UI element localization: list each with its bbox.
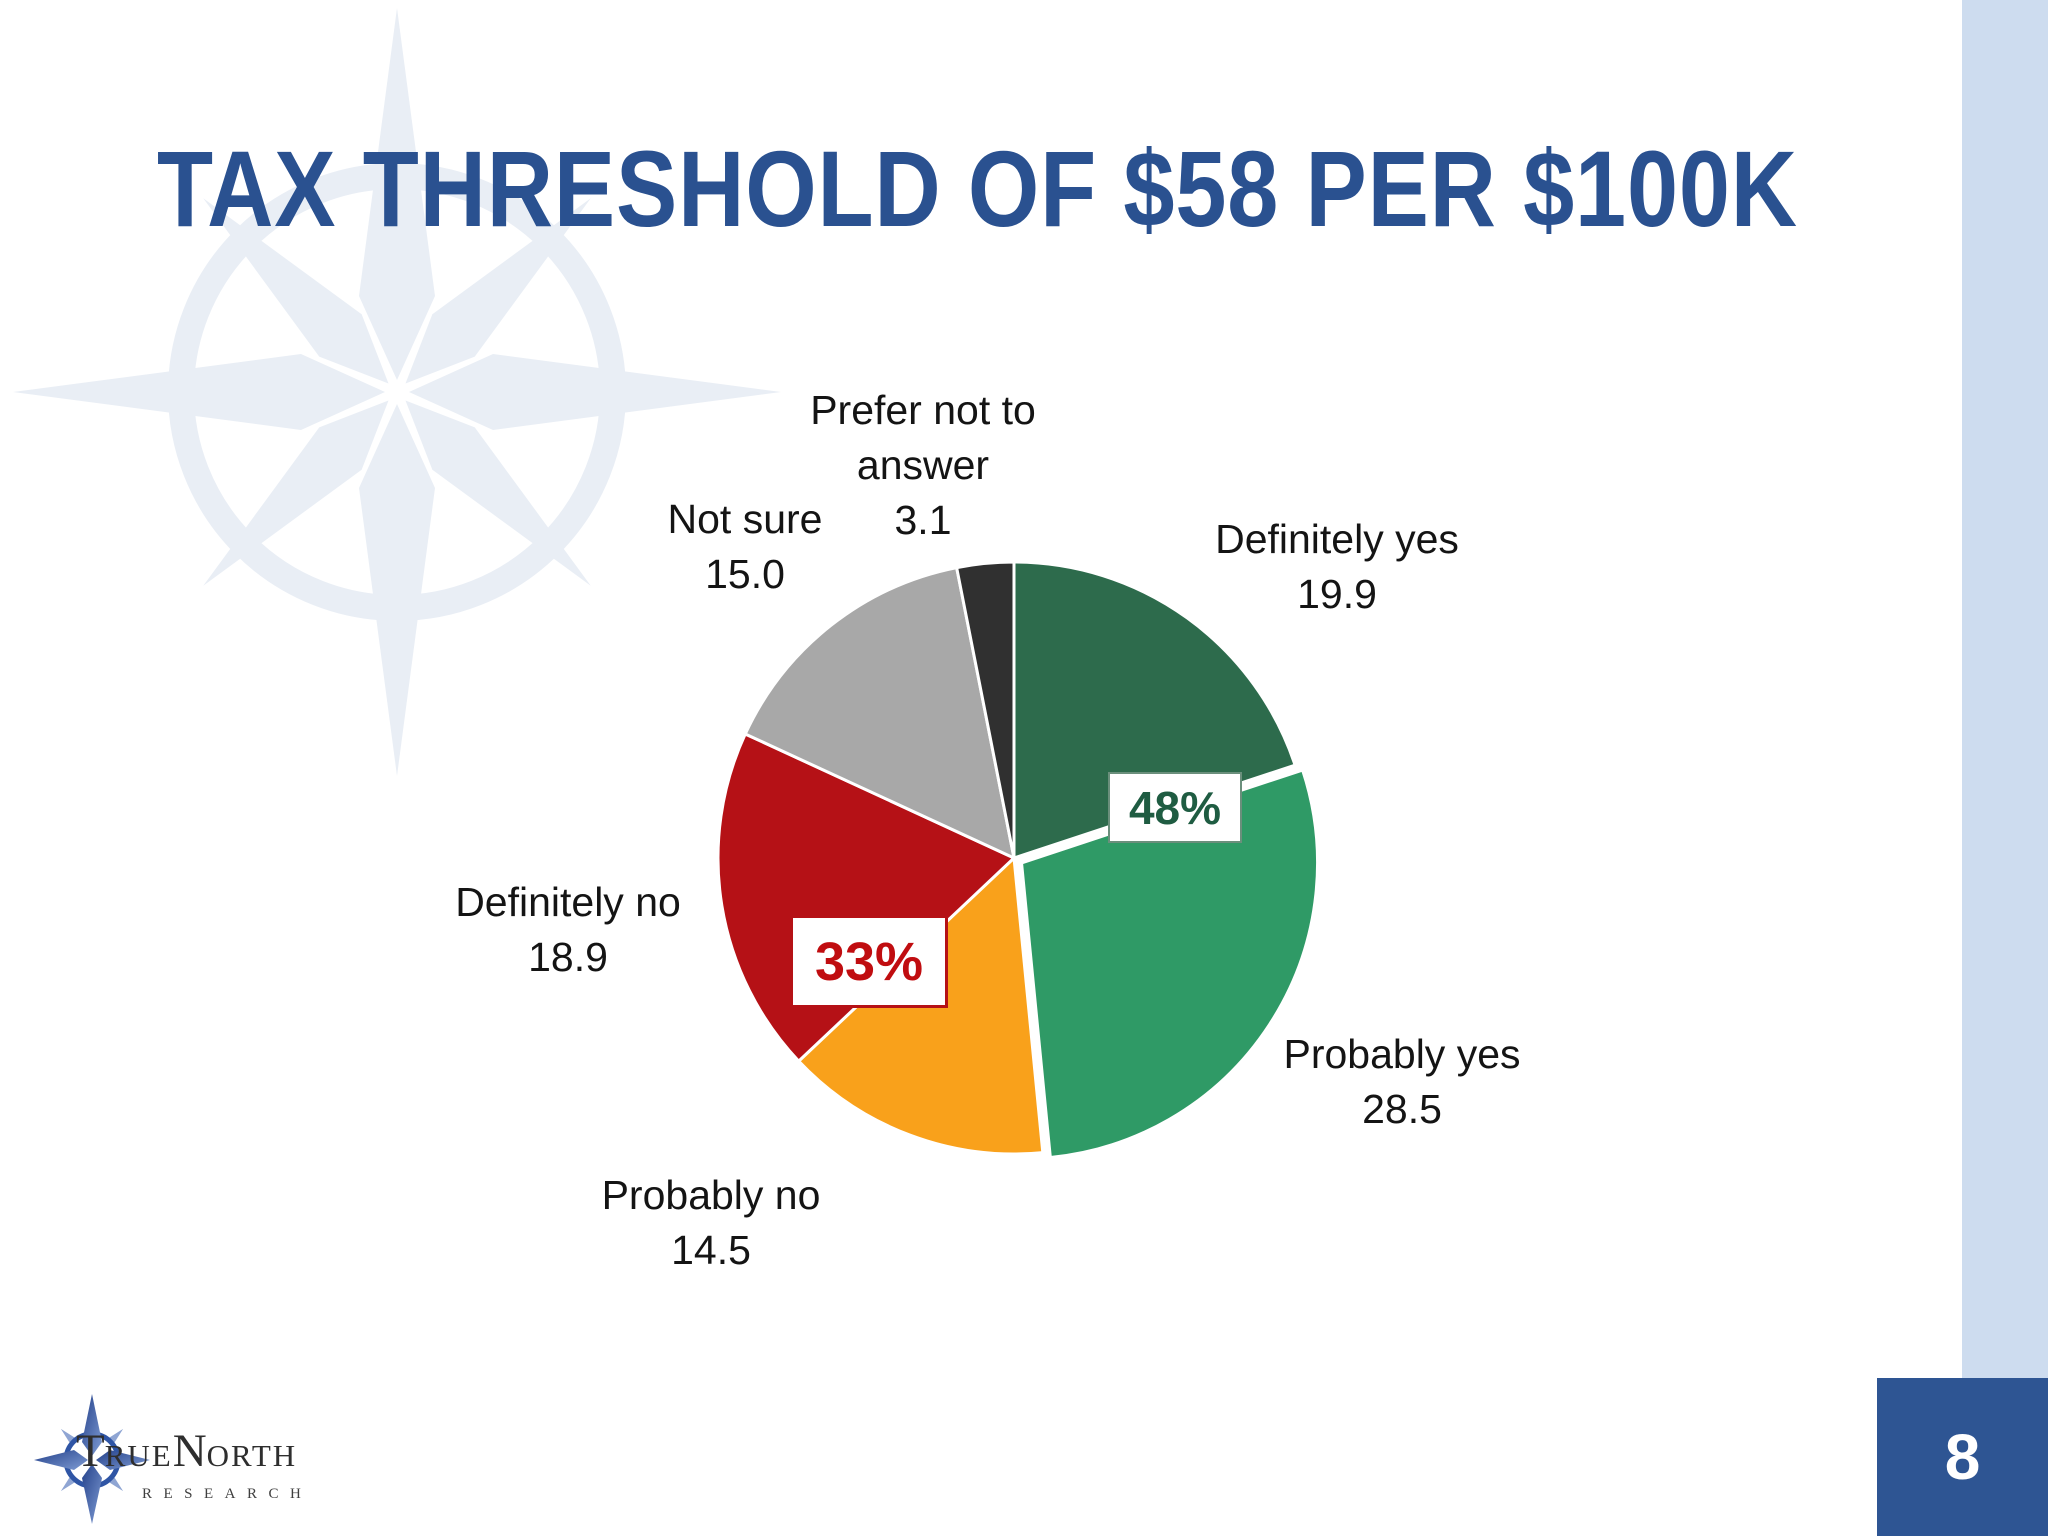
- pie-label-prefer-not-to-answer-line-2: 3.1: [894, 497, 952, 543]
- pie-label-definitely-yes-line-1: 19.9: [1297, 571, 1377, 617]
- pie-chart: [716, 560, 1320, 1159]
- pie-label-not-sure-line-1: 15.0: [705, 551, 785, 597]
- pie-label-not-sure: Not sure 15.0: [668, 492, 823, 602]
- pie-label-definitely-no: Definitely no 18.9: [455, 875, 681, 985]
- brand-logo: TRUENORTH RESEARCH: [30, 1390, 460, 1536]
- page-title: TAX THRESHOLD OF $58 PER $100K: [157, 128, 1798, 249]
- pie-label-probably-yes-line-0: Probably yes: [1283, 1031, 1521, 1077]
- pie-label-prefer-not-to-answer-line-1: answer: [856, 442, 990, 488]
- page-number-box: 8: [1877, 1378, 2048, 1536]
- pie-label-prefer-not-to-answer: Prefer not to answer 3.1: [810, 383, 1036, 548]
- pie-label-probably-no-line-1: 14.5: [671, 1227, 751, 1273]
- pie-label-probably-yes: Probably yes 28.5: [1283, 1027, 1520, 1137]
- pie-label-definitely-yes: Definitely yes 19.9: [1215, 512, 1459, 622]
- page-number: 8: [1944, 1421, 1981, 1493]
- pie-label-probably-no: Probably no 14.5: [602, 1168, 821, 1278]
- pie-slice-not-sure: [743, 566, 1016, 860]
- pie-label-probably-yes-line-1: 28.5: [1362, 1086, 1442, 1132]
- logo-compass-icon: [34, 1394, 150, 1524]
- logo-research-text: RESEARCH: [142, 1486, 313, 1502]
- pie-slice-probably-yes: [1020, 768, 1320, 1159]
- logo-brand-text: TRUENORTH: [76, 1425, 298, 1477]
- callout-yes-total: 48%: [1108, 772, 1242, 843]
- sidebar-accent-bar: [1962, 0, 2048, 1536]
- pie-label-definitely-yes-line-0: Definitely yes: [1215, 516, 1459, 562]
- pie-label-probably-no-line-0: Probably no: [601, 1172, 821, 1218]
- pie-slice-prefer-not-to-answer: [955, 560, 1016, 860]
- callout-no-total: 33%: [790, 915, 948, 1008]
- pie-label-not-sure-line-0: Not sure: [667, 496, 823, 542]
- pie-label-definitely-no-line-0: Definitely no: [455, 879, 681, 925]
- pie-label-prefer-not-to-answer-line-0: Prefer not to: [810, 387, 1036, 433]
- pie-label-definitely-no-line-1: 18.9: [528, 934, 608, 980]
